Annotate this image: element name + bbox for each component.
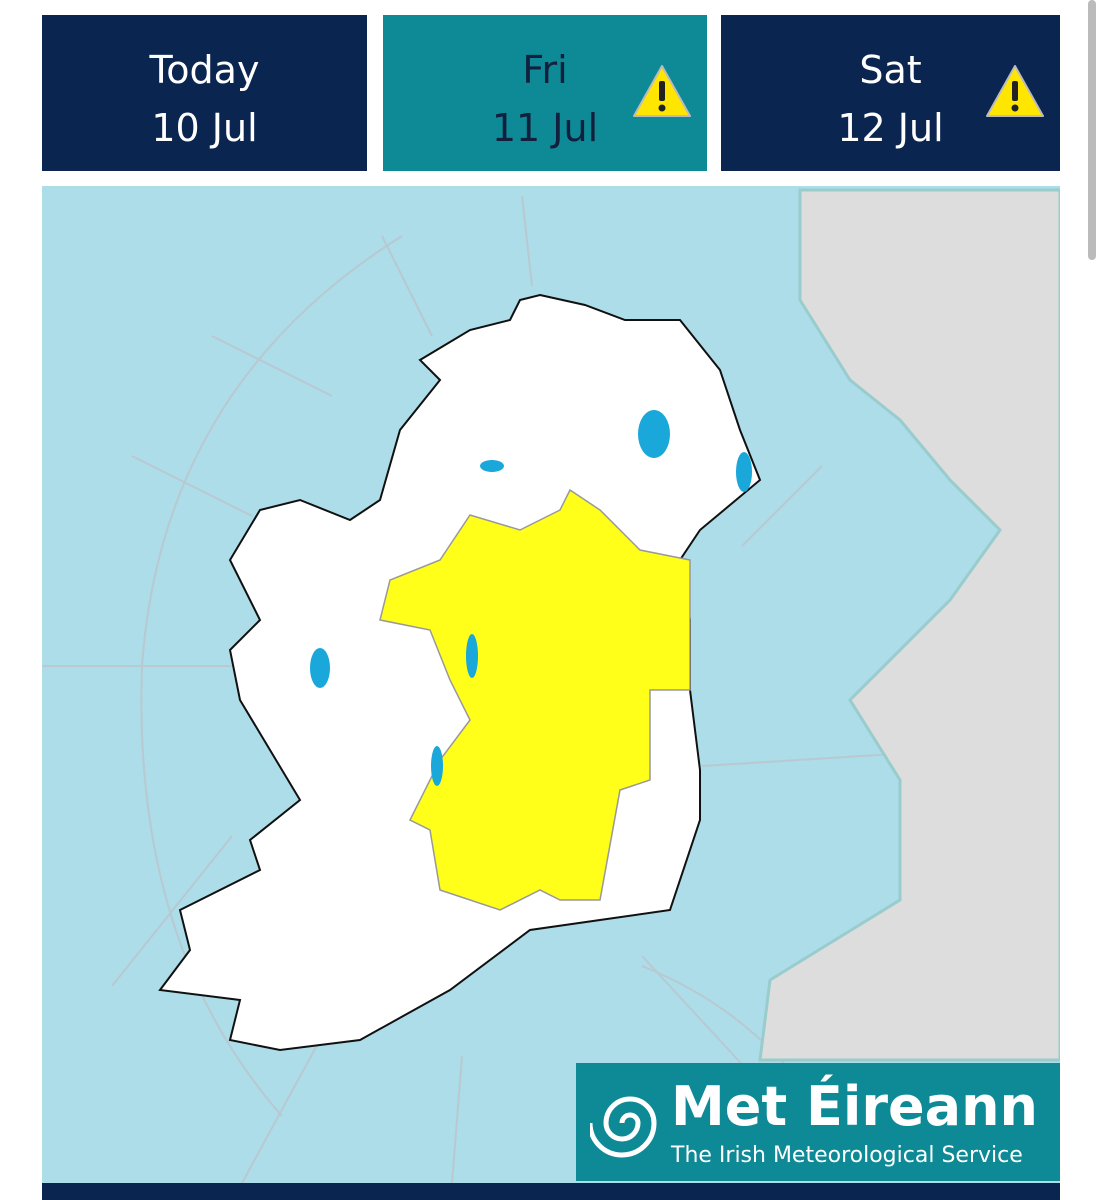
day-tab[interactable]: Fri 11 Jul	[383, 15, 707, 171]
logo-tagline: The Irish Meteorological Service	[671, 1143, 1023, 1168]
tab-day: Sat	[859, 48, 922, 92]
warning-icon	[986, 65, 1044, 117]
bottom-bar	[42, 1183, 1060, 1200]
scrollbar	[1088, 0, 1096, 260]
tab-date: 11 Jul	[491, 106, 599, 150]
warning-map	[42, 186, 1060, 1183]
logo-icon	[590, 1096, 657, 1158]
day-tab[interactable]: Sat 12 Jul	[721, 15, 1060, 171]
tab-date: 10 Jul	[151, 106, 258, 150]
tab-day: Today	[149, 48, 260, 92]
logo-name: Met Éireann	[671, 1075, 1038, 1138]
day-tab[interactable]: Today 10 Jul	[42, 15, 367, 171]
tab-day: Fri	[522, 48, 568, 92]
warning-icon	[633, 65, 691, 117]
logo: Met Éireann The Irish Meteorological Ser…	[576, 1063, 1060, 1181]
tab-date: 12 Jul	[837, 106, 944, 150]
